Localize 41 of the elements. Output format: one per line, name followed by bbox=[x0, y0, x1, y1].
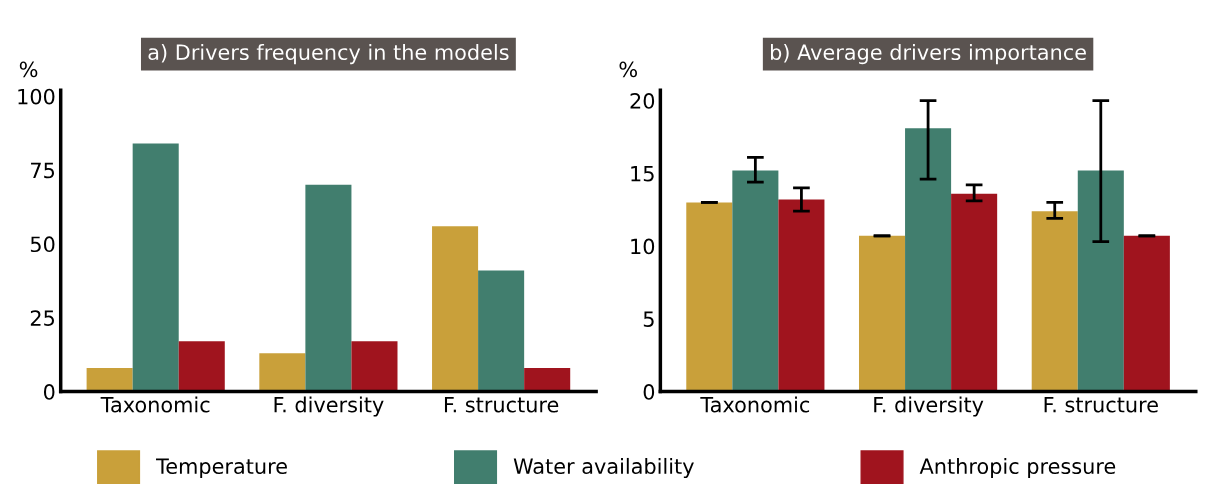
y-tick-label: 50 bbox=[30, 236, 55, 253]
x-tick-label: F. diversity bbox=[274, 396, 384, 417]
y-tick-label: 75 bbox=[31, 162, 55, 179]
x-tick-label: F. structure bbox=[1044, 397, 1158, 413]
y-tick-label: 100 bbox=[18, 88, 55, 105]
bar bbox=[305, 184, 352, 392]
legend-label: Water availability bbox=[513, 457, 694, 479]
y-axis-title: % bbox=[19, 61, 38, 78]
chart-title: a) Drivers frequency in the models bbox=[148, 43, 509, 65]
legend-label: Anthropic pressure bbox=[919, 457, 1116, 479]
bar bbox=[1077, 170, 1124, 392]
bar bbox=[524, 367, 571, 392]
y-tick-label: 0 bbox=[43, 384, 55, 400]
bar bbox=[432, 226, 479, 392]
bar bbox=[732, 170, 779, 392]
bar bbox=[1123, 235, 1170, 392]
legend-label: Temperature bbox=[156, 458, 287, 479]
bar bbox=[905, 128, 952, 392]
y-axis-title: % bbox=[619, 61, 637, 78]
bar bbox=[178, 341, 225, 392]
x-tick-label: Taxonomic bbox=[100, 396, 210, 413]
y-tick-label: 0 bbox=[643, 384, 655, 400]
bar bbox=[478, 270, 525, 392]
x-tick-label: F. structure bbox=[444, 397, 559, 413]
x-tick-label: F. diversity bbox=[874, 396, 984, 417]
x-tick-label: Taxonomic bbox=[700, 396, 810, 413]
y-tick-label: 10 bbox=[631, 238, 655, 255]
bar bbox=[132, 143, 179, 392]
y-tick-label: 15 bbox=[631, 166, 654, 182]
bar bbox=[1031, 211, 1078, 392]
bar bbox=[778, 199, 825, 392]
bar bbox=[951, 193, 998, 392]
y-tick-label: 20 bbox=[630, 93, 655, 109]
y-tick-label: 25 bbox=[30, 310, 55, 326]
chart-title: b) Average drivers importance bbox=[771, 43, 1086, 65]
bar bbox=[351, 341, 398, 392]
bar bbox=[858, 235, 906, 392]
y-tick-label: 5 bbox=[643, 311, 654, 328]
bar bbox=[259, 353, 306, 392]
bar bbox=[86, 367, 133, 392]
bar bbox=[686, 202, 733, 392]
